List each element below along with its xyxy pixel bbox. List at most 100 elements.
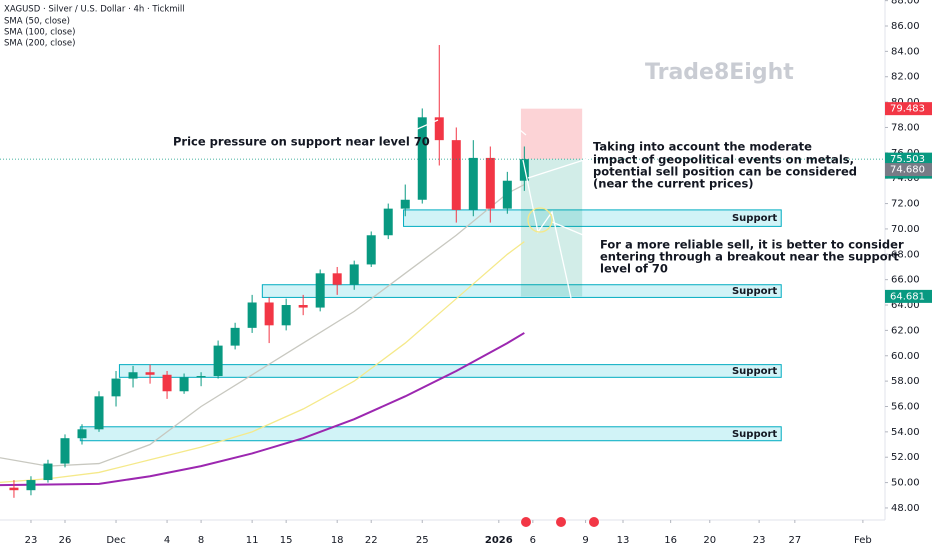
y-tick-label: 72.00 xyxy=(891,199,920,210)
x-tick-label: 27 xyxy=(788,535,801,546)
arrow xyxy=(391,119,439,141)
candle-body xyxy=(298,305,308,308)
watermark: Trade8Eight xyxy=(645,60,794,85)
annotation-line: impact of geopolitical events on metals, xyxy=(593,153,854,167)
arrow xyxy=(527,157,591,179)
arrow xyxy=(551,221,596,241)
candle-body xyxy=(43,463,53,481)
y-tick-label: 70.00 xyxy=(891,224,920,235)
stop-area xyxy=(520,108,583,160)
candle-body xyxy=(485,157,495,209)
x-tick-label: 15 xyxy=(280,535,293,546)
annotation-line: level of 70 xyxy=(600,262,668,276)
support-zone xyxy=(261,284,782,298)
highlight-circle xyxy=(527,207,553,233)
zone-label: Support xyxy=(732,366,777,377)
zone-label: Support xyxy=(732,213,777,224)
y-tick-label: 84.00 xyxy=(891,46,920,57)
y-tick-label: 88.00 xyxy=(891,0,920,7)
x-tick-label: 11 xyxy=(246,535,259,546)
x-tick-label: 23 xyxy=(25,535,38,546)
candle-body xyxy=(264,302,274,326)
annotation-line: Taking into account the moderate xyxy=(593,140,812,154)
y-tick-label: 60.00 xyxy=(891,351,920,362)
y-tick-label: 50.00 xyxy=(891,478,920,489)
event-icon xyxy=(589,517,599,527)
y-tick-label: 54.00 xyxy=(891,427,920,438)
candle-body xyxy=(451,140,461,210)
annotation-line: entering through a breakout near the sup… xyxy=(600,250,899,264)
annotation-line: potential sell position can be considere… xyxy=(593,165,857,179)
candle-body xyxy=(162,374,172,392)
x-tick-label: 13 xyxy=(617,535,630,546)
y-tick-label: 56.00 xyxy=(891,401,920,412)
candle-body xyxy=(247,302,257,328)
path-arrow xyxy=(522,159,572,299)
candle-body xyxy=(94,396,104,430)
zone-label: Support xyxy=(732,286,777,297)
price-label: 75.503 xyxy=(890,154,925,165)
x-tick-label: 18 xyxy=(331,535,344,546)
candle-body xyxy=(26,480,36,491)
sma-line xyxy=(0,241,525,484)
candle-body xyxy=(179,377,189,392)
x-tick-label: 4 xyxy=(164,535,170,546)
candle-body xyxy=(213,345,223,377)
y-tick-label: 66.00 xyxy=(891,275,920,286)
support-zone xyxy=(79,426,782,442)
header: XAGUSD · Silver / U.S. Dollar · 4h · Tic… xyxy=(4,5,185,15)
annotation: For a more reliable sell, it is better t… xyxy=(600,238,904,276)
support-zone xyxy=(403,209,782,227)
candle-body xyxy=(400,199,410,209)
y-tick-label: 68.00 xyxy=(891,249,920,260)
annotation: Taking into account the moderate impact … xyxy=(593,140,857,191)
x-tick-label: 23 xyxy=(753,535,766,546)
annotation: Price pressure on support near level 70 xyxy=(173,135,430,149)
arrows xyxy=(391,73,596,299)
y-tick-label: 74.00 xyxy=(891,173,920,184)
y-tick-label: 62.00 xyxy=(891,325,920,336)
y-tick-label: 48.00 xyxy=(891,503,920,514)
x-tick-label: 16 xyxy=(664,535,677,546)
candle-body xyxy=(128,372,138,379)
price-label: 74.680 xyxy=(890,165,925,176)
annotation-line: (near the current prices) xyxy=(593,177,754,191)
arrow xyxy=(451,73,527,136)
candle-body xyxy=(281,305,291,326)
candle-body xyxy=(366,235,376,265)
arrow xyxy=(457,91,485,107)
x-tick-label: 25 xyxy=(416,535,429,546)
y-tick-label: 78.00 xyxy=(891,122,920,133)
x-tick-label: 26 xyxy=(59,535,72,546)
candle-body xyxy=(417,117,427,200)
price-label: 64.681 xyxy=(890,291,925,302)
y-tick-label: 86.00 xyxy=(891,21,920,32)
candle-body xyxy=(349,264,359,285)
candle-body xyxy=(468,157,478,210)
y-tick-label: 64.00 xyxy=(891,300,920,311)
candle-body xyxy=(145,372,155,375)
price-label-box xyxy=(885,102,932,116)
annotation-line: For a more reliable sell, it is better t… xyxy=(600,238,904,252)
support-zone xyxy=(118,364,782,378)
candle-body xyxy=(519,159,529,181)
candle-body xyxy=(9,487,19,491)
x-tick-label: 8 xyxy=(198,535,204,546)
event-icon xyxy=(556,517,566,527)
candle-body xyxy=(434,117,444,141)
x-tick-label: Dec xyxy=(106,535,125,546)
zone-label: Support xyxy=(732,429,777,440)
x-tick-label: 9 xyxy=(582,535,588,546)
candle-body xyxy=(196,376,206,378)
candle-body xyxy=(60,438,70,464)
y-tick-label: 82.00 xyxy=(891,72,920,83)
price-label-box xyxy=(885,163,932,177)
price-label: 79.483 xyxy=(890,104,925,115)
indicator-label: SMA (200, close) xyxy=(4,39,75,49)
candle-body xyxy=(77,429,87,439)
candle-body xyxy=(332,273,342,285)
x-tick-label: 2026 xyxy=(485,535,513,546)
candle-body xyxy=(502,180,512,209)
candle-body xyxy=(230,327,240,346)
